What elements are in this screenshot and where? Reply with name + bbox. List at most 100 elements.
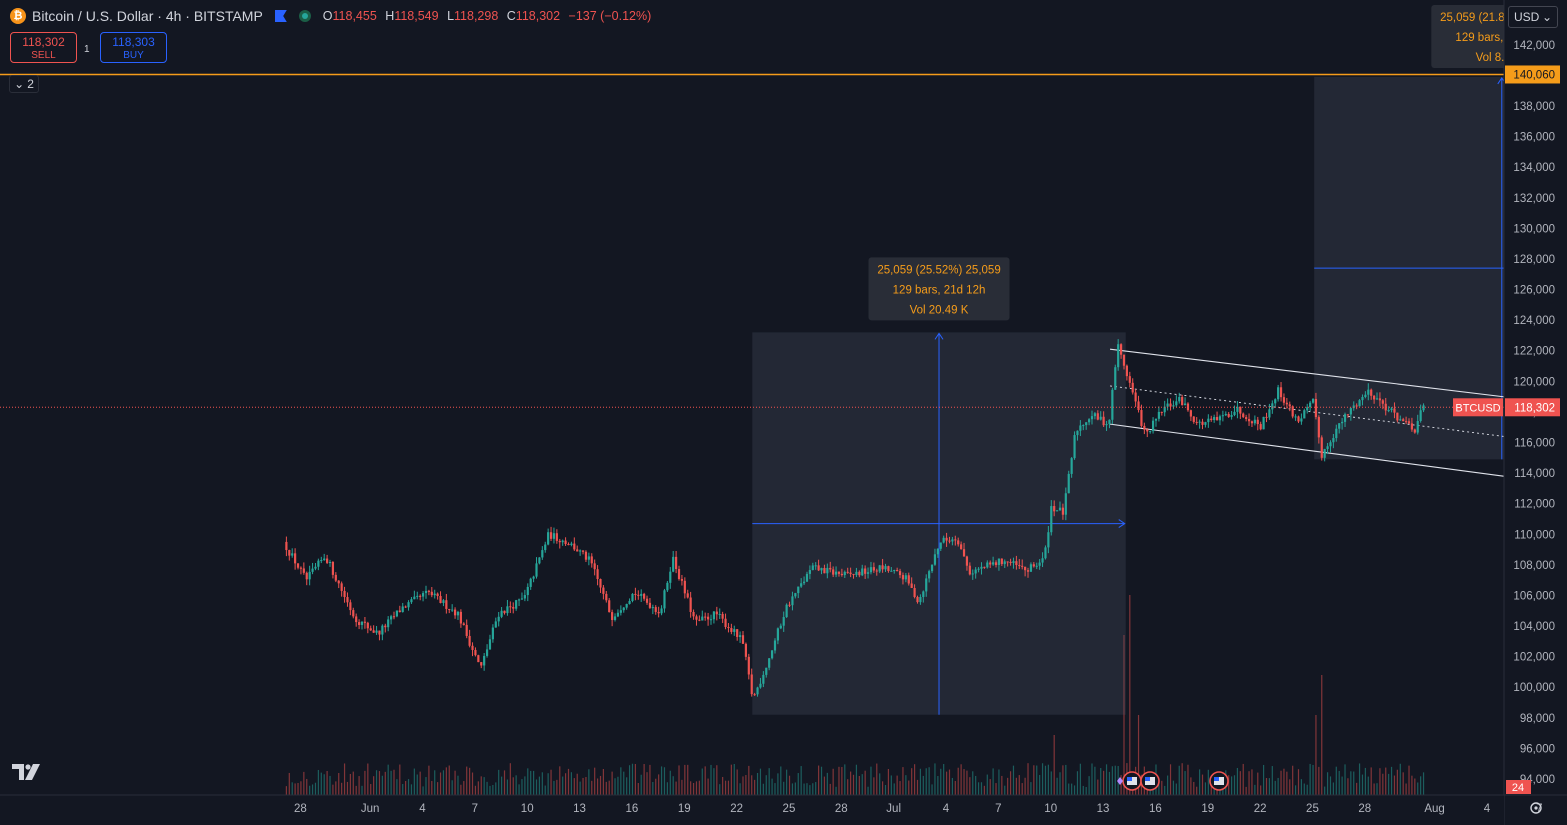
y-tick-label: 130,000	[1513, 223, 1555, 235]
volume-bar	[1294, 785, 1297, 795]
candle-body	[419, 595, 422, 597]
volume-bar	[1137, 715, 1140, 795]
economic-events[interactable]	[1117, 771, 1229, 791]
volume-bar	[1009, 771, 1012, 795]
candle-body	[1163, 406, 1166, 413]
candle-body	[1047, 532, 1050, 548]
candle-body	[1026, 570, 1030, 572]
volume-bar	[594, 767, 596, 795]
candle-body	[573, 543, 576, 550]
volume-bar	[425, 777, 427, 795]
tradingview-logo-icon[interactable]	[12, 762, 44, 782]
candle-body	[701, 616, 704, 621]
volume-bar	[748, 765, 750, 795]
candle-body	[657, 611, 660, 614]
x-tick-label: Aug	[1424, 803, 1444, 815]
volume-bar	[977, 782, 980, 795]
y-tick-label: 138,000	[1513, 101, 1555, 113]
candle-body	[797, 586, 800, 594]
volume-bar	[896, 775, 898, 795]
candle-body	[547, 532, 550, 545]
volume-bar	[832, 768, 834, 795]
candle-body	[782, 617, 785, 626]
candle-body	[968, 565, 971, 575]
candle-body	[977, 568, 980, 570]
ohlc-close-key: C	[506, 9, 516, 23]
candle-body	[1189, 410, 1192, 417]
candle-body	[549, 532, 553, 539]
candle-body	[1090, 416, 1094, 420]
buy-button[interactable]: 118,303 BUY	[100, 32, 167, 63]
candle-body	[1233, 411, 1236, 416]
volume-bar	[701, 768, 703, 795]
sell-button[interactable]: 118,302 SELL	[10, 32, 77, 63]
candle-body	[672, 556, 675, 572]
volume-bar	[1411, 775, 1413, 795]
candle-body	[1294, 416, 1297, 418]
volume-bar	[285, 786, 287, 795]
volume-bar	[1050, 771, 1052, 795]
candle-body	[1291, 406, 1294, 417]
symbol-title[interactable]: Bitcoin / U.S. Dollar · 4h · BITSTAMP	[32, 8, 263, 24]
x-tick-label: 19	[678, 803, 691, 815]
volume-bar	[1059, 772, 1061, 795]
volume-bar	[1335, 766, 1337, 795]
parallel-channel[interactable]	[1109, 348, 1515, 479]
candle-body	[1326, 446, 1329, 450]
candle-body	[413, 596, 416, 600]
candle-body	[773, 640, 777, 651]
order-quantity[interactable]: 1	[84, 44, 90, 55]
volume-bar	[422, 786, 424, 795]
volume-bar	[905, 775, 907, 795]
chevron-down-icon: ⌄	[1541, 10, 1552, 24]
flag-icon[interactable]	[274, 10, 287, 22]
volume-bar	[1356, 782, 1358, 795]
candle-body	[840, 573, 843, 576]
volume-bar	[480, 776, 482, 795]
candle-body	[869, 567, 873, 573]
volume-bar	[1065, 764, 1067, 795]
time-axis[interactable]	[0, 795, 1504, 825]
candle-body	[355, 616, 358, 623]
ohlc-open-key: O	[322, 9, 333, 23]
volume-bar	[413, 768, 415, 795]
candle-body	[1393, 408, 1396, 413]
y-tick-label: 106,000	[1513, 590, 1555, 602]
candle-body	[1230, 415, 1233, 417]
candle-body	[1114, 367, 1117, 390]
candle-body	[1137, 401, 1140, 411]
volume-bar	[399, 764, 401, 795]
currency-select[interactable]: USD ⌄	[1508, 6, 1558, 28]
candle-body	[1073, 435, 1076, 459]
volume-bar	[637, 782, 639, 795]
candle-body	[593, 563, 596, 570]
volume-bar	[751, 775, 753, 795]
volume-bar	[390, 770, 392, 795]
x-tick-label: 25	[1306, 803, 1319, 815]
y-tick-label: 128,000	[1513, 254, 1555, 266]
candle-body	[439, 595, 442, 603]
candle-body	[1102, 416, 1105, 426]
volume-bar	[858, 775, 860, 795]
volume-bar	[768, 768, 770, 795]
volume-bar	[518, 784, 520, 795]
candle-body	[1166, 403, 1169, 407]
candle-body	[1079, 425, 1082, 431]
volume-bar	[716, 765, 718, 795]
candle-body	[334, 574, 337, 581]
candle-body	[660, 608, 663, 614]
indicators-toggle[interactable]: ⌄ 2	[9, 75, 39, 93]
candle-body	[387, 619, 390, 628]
candle-body	[357, 622, 361, 625]
candle-body	[314, 566, 317, 569]
volume-bar	[466, 766, 468, 795]
candle-body	[526, 586, 529, 596]
bitcoin-icon: ₿	[10, 8, 26, 24]
settings-icon[interactable]	[1530, 802, 1542, 814]
candle-body	[864, 568, 867, 574]
volume-bar	[704, 766, 706, 795]
candle-body	[506, 606, 509, 614]
volume-bar	[1292, 765, 1294, 795]
